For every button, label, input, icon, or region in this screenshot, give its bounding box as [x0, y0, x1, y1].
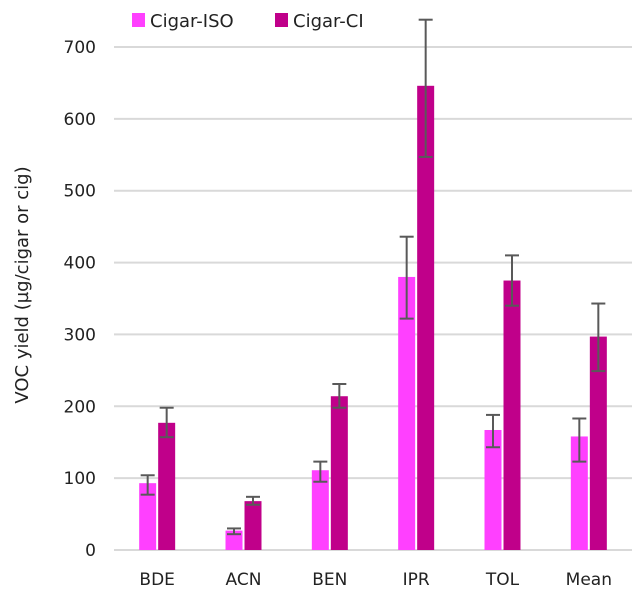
x-tick-label: TOL: [485, 570, 520, 590]
bar-cigar-ci-acn: [244, 501, 262, 550]
x-tick-label: BDE: [139, 570, 175, 590]
bar-cigar-ci-ben: [330, 396, 348, 550]
y-tick-label: 500: [64, 182, 96, 202]
x-tick-label: IPR: [403, 570, 430, 590]
y-tick-label: 400: [64, 254, 96, 274]
bar-cigar-iso-tol: [484, 429, 502, 550]
legend-swatch-cigar-ci: [275, 13, 288, 27]
legend-swatch-cigar-iso: [132, 13, 145, 27]
legend-label: Cigar-CI: [293, 11, 364, 32]
bar-cigar-ci-bde: [158, 422, 176, 550]
bar-cigar-iso-acn: [225, 530, 243, 550]
legend: Cigar-ISO Cigar-CI: [132, 11, 364, 32]
bar-cigar-ci-mean: [589, 336, 607, 550]
y-tick-label: 0: [85, 541, 96, 561]
bar-cigar-iso-ben: [311, 470, 329, 550]
bar-cigar-iso-mean: [570, 436, 588, 550]
x-tick-label: ACN: [226, 570, 262, 590]
bar-cigar-ci-ipr: [417, 85, 435, 550]
bar-cigar-iso-bde: [139, 483, 157, 550]
y-axis-label: VOC yield (µg/cigar or cig): [12, 166, 33, 403]
bar-cigar-ci-tol: [503, 280, 521, 550]
legend-label: Cigar-ISO: [150, 11, 234, 32]
x-tick-label: BEN: [312, 570, 347, 590]
y-tick-label: 700: [64, 38, 96, 58]
bar-cigar-iso-ipr: [398, 276, 416, 550]
x-tick-label: Mean: [566, 570, 612, 590]
y-tick-label: 100: [64, 469, 96, 489]
y-tick-label: 600: [64, 110, 96, 130]
y-tick-label: 300: [64, 325, 96, 345]
y-tick-label: 200: [64, 397, 96, 417]
